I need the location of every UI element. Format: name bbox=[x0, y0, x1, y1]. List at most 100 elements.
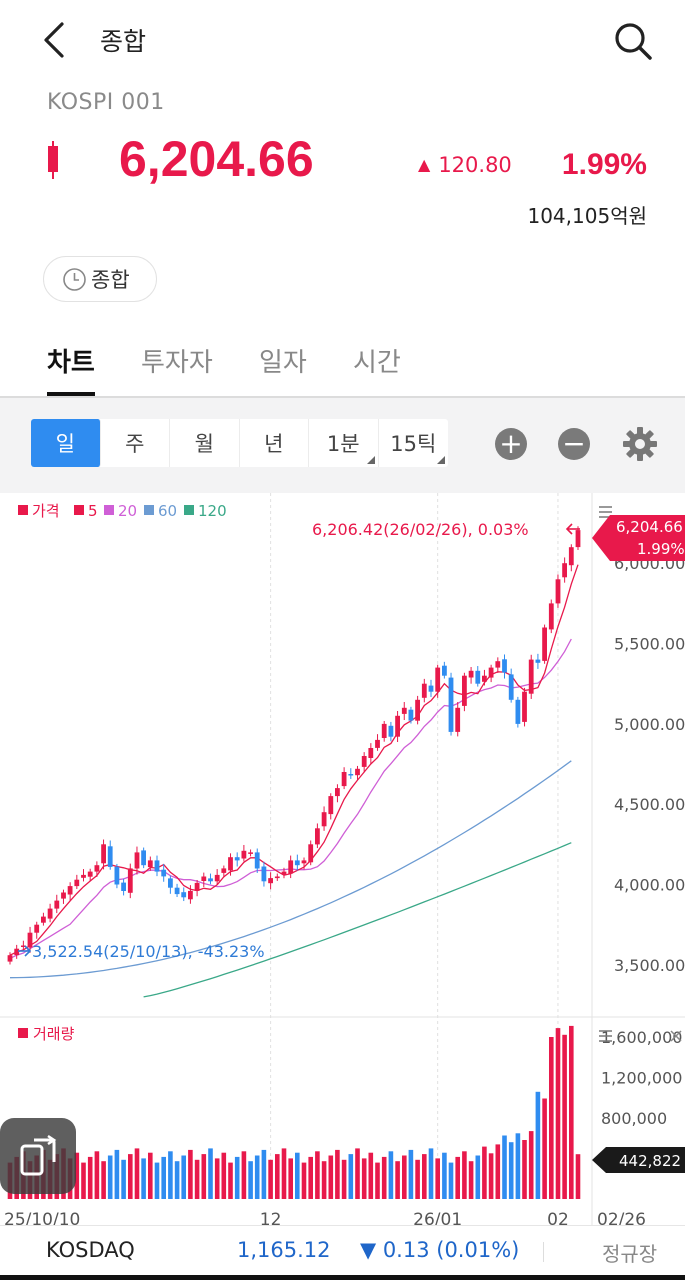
volume-bar bbox=[528, 1131, 534, 1199]
volume-bar bbox=[555, 1028, 561, 1199]
candle bbox=[462, 672, 467, 712]
candle-body bbox=[568, 547, 574, 566]
x-tick-label: 12 bbox=[260, 1210, 282, 1225]
candle-body bbox=[154, 860, 160, 872]
candle-body bbox=[254, 852, 260, 869]
volume-bar bbox=[234, 1156, 240, 1199]
period-month[interactable]: 월 bbox=[170, 419, 240, 467]
zoom-out-icon[interactable]: − bbox=[558, 428, 590, 460]
price-chart[interactable]: 6,000.005,500.005,000.004,500.004,000.00… bbox=[0, 493, 685, 1230]
period-year[interactable]: 년 bbox=[240, 419, 309, 467]
candle-body bbox=[428, 685, 434, 692]
volume-bar bbox=[168, 1151, 173, 1199]
candle bbox=[502, 654, 507, 679]
candle-body bbox=[127, 868, 133, 893]
candle-body bbox=[361, 756, 367, 767]
period-tick[interactable]: 15틱 bbox=[379, 419, 449, 467]
volume-bar bbox=[315, 1151, 320, 1199]
volume-bar bbox=[214, 1158, 220, 1199]
candle-body bbox=[134, 852, 140, 869]
x-tick-label: 02/26 bbox=[597, 1210, 646, 1225]
bottom-ticker[interactable]: KOSDAQ 1,165.12 ▼ 0.13 (0.01%) 정규장 bbox=[0, 1225, 685, 1275]
volume-bar bbox=[321, 1161, 327, 1199]
candle-body bbox=[221, 868, 227, 873]
page-title: 종합 bbox=[100, 27, 147, 56]
candle bbox=[61, 889, 66, 904]
volume-bar bbox=[107, 1155, 113, 1199]
candle bbox=[54, 894, 60, 914]
period-day[interactable]: 일 bbox=[31, 419, 101, 467]
volume-bar bbox=[228, 1162, 233, 1199]
candle bbox=[515, 696, 521, 728]
candle bbox=[194, 879, 200, 897]
market-filter-chip[interactable]: 종합 bbox=[43, 256, 157, 302]
volume-bar bbox=[301, 1162, 307, 1199]
candle bbox=[522, 687, 527, 727]
volume-bar bbox=[188, 1149, 193, 1199]
candle bbox=[335, 784, 340, 803]
period-minute[interactable]: 1분 bbox=[309, 419, 379, 467]
volume-bar bbox=[569, 1025, 574, 1199]
volume-bar bbox=[174, 1161, 180, 1199]
candle-body bbox=[74, 879, 80, 887]
candle-body bbox=[528, 659, 534, 694]
volume-bar bbox=[341, 1159, 347, 1199]
candle bbox=[154, 855, 160, 877]
candle bbox=[261, 861, 267, 887]
gear-icon[interactable] bbox=[622, 426, 658, 462]
tab-time[interactable]: 시간 bbox=[353, 348, 401, 378]
candle bbox=[221, 865, 227, 878]
close-volume-icon[interactable] bbox=[670, 1030, 682, 1042]
candle bbox=[542, 624, 547, 664]
candle-body bbox=[455, 707, 461, 732]
candle bbox=[348, 768, 354, 779]
candle bbox=[288, 855, 294, 879]
candle-body bbox=[54, 900, 60, 909]
volume-bar bbox=[549, 1037, 554, 1199]
trade-amount: 104,105억원 bbox=[527, 204, 647, 228]
candle bbox=[294, 854, 300, 871]
chart-area[interactable]: 6,000.00 5,500.00 5,000.00 4,500.00 4,000.00… bbox=[0, 493, 685, 1230]
candle-body bbox=[294, 860, 300, 866]
dropdown-corner-icon bbox=[437, 456, 445, 464]
dropdown-corner-icon bbox=[366, 456, 375, 464]
candle bbox=[34, 921, 40, 939]
volume-bar bbox=[515, 1133, 521, 1199]
candle bbox=[388, 721, 394, 742]
candle bbox=[341, 767, 347, 790]
candle bbox=[482, 669, 487, 686]
x-tick-label: 25/10/10 bbox=[4, 1210, 80, 1225]
volume-bar bbox=[508, 1142, 514, 1199]
floating-window-button[interactable] bbox=[0, 1118, 76, 1194]
candle-body bbox=[121, 882, 126, 891]
tab-chart[interactable]: 차트 bbox=[47, 348, 95, 378]
candle-body bbox=[174, 887, 180, 895]
current-volume-tag: 442,822 bbox=[592, 1147, 685, 1173]
candle-body bbox=[328, 796, 334, 815]
volume-menu-icon[interactable] bbox=[599, 1030, 612, 1042]
candle bbox=[308, 840, 314, 866]
y-tick-label: 3,500.00 bbox=[614, 956, 685, 975]
candle-body bbox=[114, 866, 120, 885]
candle bbox=[67, 882, 73, 901]
legend-label: 120 bbox=[198, 502, 227, 520]
zoom-in-icon[interactable]: + bbox=[495, 428, 527, 460]
candle bbox=[208, 873, 213, 885]
volume-title: 거래량 bbox=[33, 1025, 75, 1043]
candle bbox=[328, 793, 334, 820]
period-minute-label: 1분 bbox=[326, 432, 360, 456]
x-tick-label: 26/01 bbox=[413, 1210, 462, 1225]
candle-body bbox=[468, 670, 474, 678]
candle bbox=[548, 599, 554, 634]
search-icon[interactable] bbox=[612, 20, 654, 62]
period-week[interactable]: 주 bbox=[101, 419, 170, 467]
volume-bar bbox=[148, 1152, 153, 1199]
tab-daily[interactable]: 일자 bbox=[259, 348, 307, 378]
candle-body bbox=[14, 948, 20, 956]
tab-investor[interactable]: 투자자 bbox=[141, 348, 213, 378]
volume-bar bbox=[428, 1148, 434, 1199]
candle-body bbox=[348, 774, 354, 776]
back-arrow-icon[interactable] bbox=[36, 20, 76, 60]
volume-bar bbox=[141, 1158, 146, 1199]
candle bbox=[508, 668, 514, 703]
